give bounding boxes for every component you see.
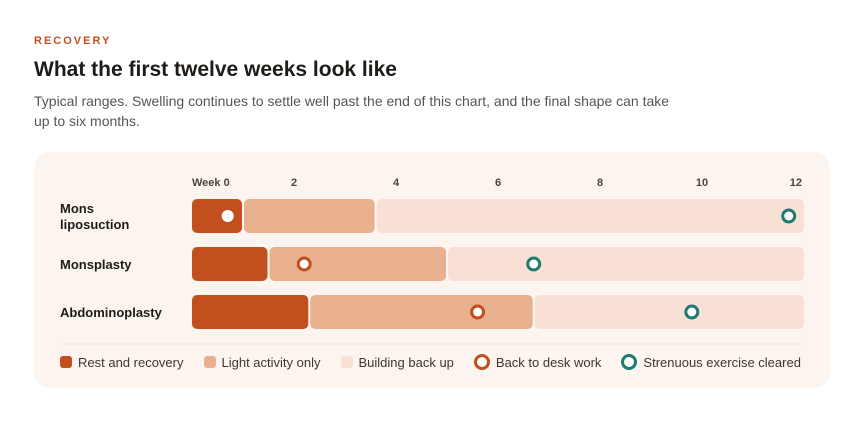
- row-label: Abdominoplasty: [60, 305, 163, 320]
- bar-segment-rest: [192, 295, 309, 329]
- x-tick-label: 12: [790, 177, 802, 189]
- marker-exercise: [526, 256, 542, 272]
- legend-item-light: Light activity only: [203, 354, 321, 370]
- marker-desk: [470, 304, 486, 320]
- legend-item-exercise: Strenuous exercise cleared: [621, 354, 801, 370]
- legend-swatch-rest: [60, 356, 72, 368]
- page-title: What the first twelve weeks look like: [34, 58, 397, 81]
- legend-swatch-building: [340, 356, 353, 368]
- eyebrow-label: RECOVERY: [34, 35, 112, 47]
- x-tick-label: 10: [696, 177, 708, 189]
- legend-marker-exercise: [621, 354, 638, 370]
- legend-swatch-light: [203, 356, 216, 368]
- row-label: liposuction: [60, 217, 129, 232]
- bar-segment-building: [448, 247, 804, 281]
- row-label: Monsplasty: [60, 257, 132, 272]
- page-subtitle: Typical ranges. Swelling continues to se…: [34, 93, 670, 129]
- x-tick-label: 2: [291, 177, 297, 189]
- legend-marker-desk: [473, 354, 490, 370]
- bar-segment-light: [244, 199, 375, 233]
- bar-segment-rest: [192, 199, 242, 233]
- bar-segment-building: [534, 295, 804, 329]
- marker-desk: [296, 256, 312, 272]
- marker-desk: [221, 210, 234, 222]
- legend-label-rest: Rest and recovery: [78, 354, 184, 370]
- x-tick-label: 4: [393, 177, 400, 189]
- legend-item-building: Building back up: [340, 354, 454, 370]
- bar-segment-rest: [192, 247, 268, 281]
- chart-card: Week 0 2 4 6 8 10 12 Mons liposuction Monsplasty A…: [34, 152, 830, 388]
- marker-exercise: [684, 304, 700, 320]
- chart-legend: Rest and recovery Light activity only Bu…: [60, 354, 801, 370]
- bar-segment-light: [310, 295, 533, 329]
- legend-label-desk: Back to desk work: [495, 354, 602, 370]
- marker-exercise: [781, 208, 797, 224]
- legend-label-building: Building back up: [358, 354, 454, 370]
- legend-item-desk: Back to desk work: [473, 354, 602, 370]
- bar-segment-building: [376, 199, 804, 233]
- legend-label-exercise: Strenuous exercise cleared: [643, 354, 801, 370]
- bar-segment-light: [269, 247, 446, 281]
- legend-label-light: Light activity only: [221, 354, 321, 370]
- x-tick-label: 6: [495, 177, 501, 189]
- legend-item-rest: Rest and recovery: [60, 355, 184, 370]
- x-tick-label: 8: [597, 177, 603, 189]
- x-tick-label: Week 0: [192, 177, 230, 189]
- row-label: Mons: [60, 201, 94, 216]
